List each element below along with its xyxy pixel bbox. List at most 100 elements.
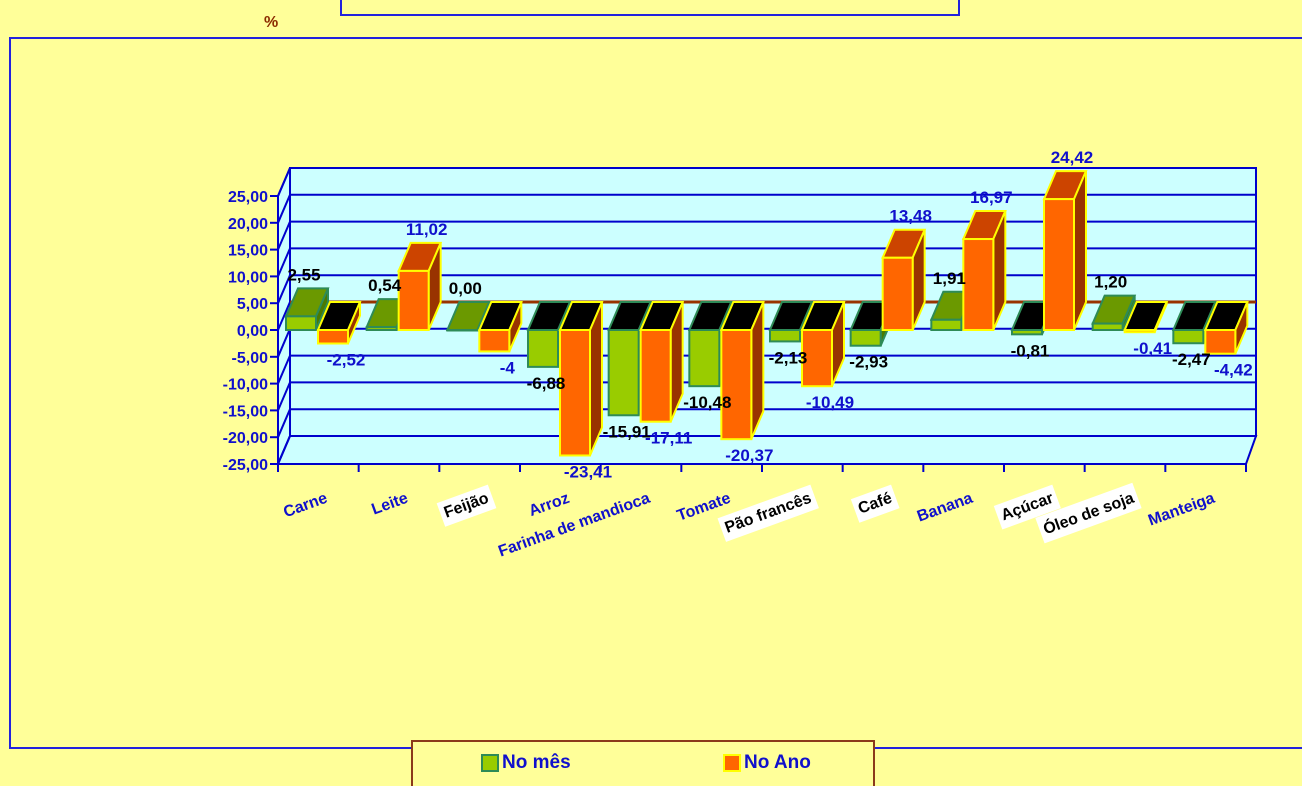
data-label-no-ano-carne: -2,52 <box>327 351 366 370</box>
y-tick-label: 20,00 <box>228 216 268 233</box>
bar-no-ano-leite <box>397 241 443 331</box>
gridline-side <box>277 248 291 277</box>
data-label-no-ano-oleo-de-soja: -0,41 <box>1133 339 1172 358</box>
y-tick-label: 5,00 <box>237 296 268 313</box>
y-tick-label: -15,00 <box>223 403 268 420</box>
gridline-side <box>277 221 291 250</box>
gridline-side <box>277 435 291 465</box>
category-label-bg <box>993 484 1061 530</box>
category-label-bg <box>1035 482 1142 544</box>
bar-no-ano-pao-frances-front <box>801 329 833 388</box>
y-axis-unit-label: % <box>264 14 279 31</box>
category-label-leite: Leite <box>369 490 410 519</box>
y-tick-label: 10,00 <box>228 269 268 286</box>
bar-no-mes-feijao <box>445 301 491 332</box>
bar-no-ano-carne <box>316 301 362 345</box>
data-label-no-mes-banana: 1,91 <box>933 269 966 288</box>
bar-no-mes-pao-frances-front <box>769 329 801 343</box>
bar-no-mes-carne <box>284 287 330 332</box>
bar-no-ano-carne-front <box>317 329 349 345</box>
bar-no-ano-cafe <box>881 228 927 331</box>
category-label-bg <box>436 484 497 527</box>
category-label-text: Manteiga <box>1146 490 1217 530</box>
bar-no-ano-acucar-side <box>1073 170 1087 331</box>
legend-item-no-ano: No Ano <box>723 752 811 774</box>
bar-no-ano-arroz-front <box>559 329 591 457</box>
bar-no-ano-manteiga <box>1203 301 1249 355</box>
chart-title-box <box>340 0 960 16</box>
category-label-text: Leite <box>369 490 410 519</box>
data-label-no-mes-pao-frances: -2,13 <box>769 348 808 367</box>
bar-no-ano-tomate-front <box>720 329 753 441</box>
bar-no-ano-feijao <box>477 301 523 353</box>
bar-no-ano-cafe-front <box>881 256 914 331</box>
y-tick-label: -5,00 <box>232 350 269 367</box>
y-tick-label: -10,00 <box>223 377 268 394</box>
bar-no-mes-feijao-side <box>476 301 491 331</box>
category-label-text: Farinha de mandioca <box>496 490 652 561</box>
y-tick-label: 15,00 <box>228 243 268 260</box>
bar-no-mes-carne-front <box>285 315 317 332</box>
data-label-no-mes-cafe: -2,93 <box>849 353 888 372</box>
bar-no-ano-farinha-de-mandioca <box>639 301 685 423</box>
bar-no-mes-manteiga-front <box>1172 329 1205 345</box>
bar-no-mes-banana-front <box>930 318 963 331</box>
bar-no-ano-leite-front <box>397 269 430 331</box>
gridline-side <box>277 408 291 438</box>
bar-no-mes-cafe-front <box>849 329 882 347</box>
category-label-text: Carne <box>281 490 330 522</box>
bar-no-ano-acucar-front <box>1043 198 1075 331</box>
data-label-no-mes-feijao: 0,00 <box>449 279 482 298</box>
legend-item-no-mes: No mês <box>481 752 571 774</box>
data-label-no-mes-carne: 2,55 <box>287 265 320 284</box>
data-label-no-ano-arroz: -23,41 <box>564 462 612 481</box>
gridline-side <box>277 382 291 411</box>
bar-no-ano-tomate <box>719 301 765 441</box>
bar-no-mes-oleo-de-soja <box>1091 294 1137 331</box>
legend: No mês No Ano <box>411 740 875 786</box>
bar-no-ano-acucar <box>1042 170 1088 331</box>
y-tick-label: -20,00 <box>223 430 268 447</box>
data-label-no-ano-cafe: 13,48 <box>889 207 932 226</box>
bar-no-ano-farinha-de-mandioca-front <box>639 329 672 423</box>
data-label-no-mes-oleo-de-soja: 1,20 <box>1094 273 1127 292</box>
data-label-no-ano-farinha-de-mandioca: -17,11 <box>645 429 692 448</box>
gridline-side <box>277 355 291 384</box>
data-label-no-ano-acucar: 24,42 <box>1051 148 1094 167</box>
category-label-cafe: Café <box>850 484 900 523</box>
bar-no-ano-arroz <box>558 301 604 457</box>
bar-no-ano-oleo-de-soja-front <box>1123 329 1156 334</box>
bar-no-mes-tomate-front <box>688 329 721 388</box>
data-label-no-ano-leite: 11,02 <box>406 220 448 239</box>
data-label-no-mes-farinha-de-mandioca: -15,91 <box>603 422 651 441</box>
data-label-no-ano-tomate: -20,37 <box>725 446 773 465</box>
category-label-text: Banana <box>915 490 975 526</box>
category-label-banana: Banana <box>915 490 975 526</box>
category-label-manteiga: Manteiga <box>1146 490 1217 530</box>
bar-no-mes-arroz-front <box>527 329 559 368</box>
legend-swatch-no-mes <box>481 754 499 772</box>
y-tick-label: 25,00 <box>228 189 268 206</box>
bar-no-ano-feijao-front <box>478 329 511 353</box>
gridline-side <box>277 274 291 304</box>
bar-no-ano-arroz-side <box>589 301 603 456</box>
category-label-carne: Carne <box>281 490 330 522</box>
data-label-no-mes-manteiga: -2,47 <box>1172 350 1211 369</box>
data-label-no-mes-leite: 0,54 <box>368 276 402 295</box>
bar-no-ano-manteiga-front <box>1204 329 1237 355</box>
gridline-side <box>277 301 291 331</box>
bar-no-ano-oleo-de-soja <box>1123 301 1169 334</box>
category-label-farinha-de-mandioca: Farinha de mandioca <box>496 490 652 561</box>
data-label-no-mes-arroz: -6,88 <box>527 374 566 393</box>
bar-no-mes-oleo-de-soja-front <box>1091 322 1124 331</box>
bar-no-mes-leite-front <box>365 326 398 331</box>
y-tick-label: 0,00 <box>237 323 268 340</box>
data-label-no-ano-feijao: -4 <box>500 358 516 377</box>
category-label-bg <box>850 484 900 523</box>
legend-label-no-mes: No mês <box>502 752 571 773</box>
category-label-bg <box>717 484 819 542</box>
gridline-side <box>277 328 291 358</box>
data-label-no-mes-acucar: -0,81 <box>1011 341 1050 360</box>
bar-no-ano-banana <box>961 210 1007 331</box>
